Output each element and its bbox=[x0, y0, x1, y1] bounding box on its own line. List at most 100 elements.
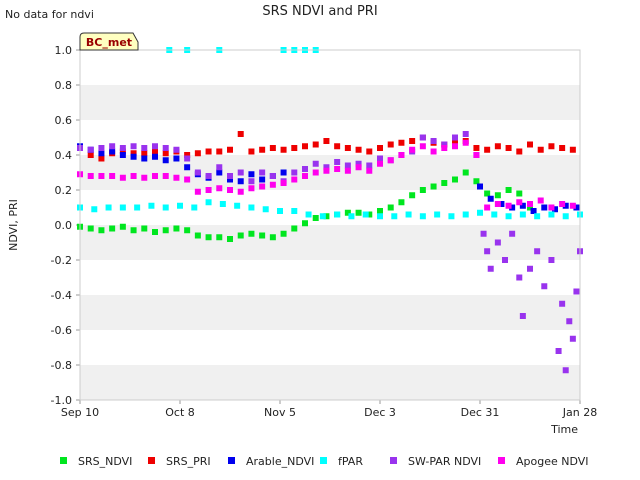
data-point bbox=[237, 178, 244, 185]
data-point bbox=[452, 134, 458, 141]
data-point bbox=[119, 145, 126, 151]
data-point bbox=[484, 190, 491, 197]
data-point bbox=[509, 230, 516, 237]
data-point bbox=[205, 199, 212, 206]
data-point bbox=[173, 225, 180, 232]
data-point bbox=[237, 131, 244, 137]
data-point bbox=[259, 146, 266, 153]
data-point bbox=[548, 257, 555, 263]
data-point bbox=[98, 150, 105, 157]
no-data-note: No data for ndvi bbox=[5, 8, 94, 21]
data-point bbox=[462, 211, 469, 218]
data-point bbox=[498, 201, 505, 207]
data-point bbox=[259, 176, 266, 183]
data-point bbox=[205, 187, 212, 193]
data-point bbox=[419, 134, 426, 141]
data-point bbox=[355, 209, 362, 216]
chart-title: SRS NDVI and PRI bbox=[262, 4, 377, 19]
data-point bbox=[494, 143, 501, 150]
data-point bbox=[494, 192, 501, 199]
data-point bbox=[216, 185, 223, 192]
data-point bbox=[409, 138, 416, 144]
data-point bbox=[516, 190, 523, 197]
data-point bbox=[448, 213, 455, 220]
data-point bbox=[441, 141, 448, 148]
data-point bbox=[302, 173, 308, 179]
data-point bbox=[291, 225, 298, 232]
data-point bbox=[530, 208, 537, 214]
data-point bbox=[269, 234, 276, 241]
data-point bbox=[452, 176, 458, 183]
data-point bbox=[302, 166, 308, 172]
data-point bbox=[162, 173, 169, 179]
data-point bbox=[494, 239, 501, 246]
data-point bbox=[569, 202, 576, 209]
data-point bbox=[237, 169, 244, 176]
data-point bbox=[534, 248, 541, 255]
data-point bbox=[194, 150, 201, 157]
data-point bbox=[148, 202, 155, 209]
grid-band bbox=[80, 295, 580, 330]
y-tick-label: 1.0 bbox=[55, 44, 73, 57]
data-point bbox=[516, 199, 523, 206]
data-point bbox=[87, 146, 94, 153]
data-point bbox=[87, 152, 94, 158]
grid-bands bbox=[80, 50, 580, 400]
legend: SRS_NDVI SRS_PRI Arable_NDVI fPAR SW-PAR NDV… bbox=[60, 455, 589, 468]
y-tick-label: -0.4 bbox=[51, 289, 72, 302]
data-point bbox=[366, 162, 373, 169]
data-point bbox=[141, 155, 148, 162]
data-point bbox=[573, 288, 580, 295]
data-point bbox=[516, 274, 523, 281]
data-point bbox=[477, 183, 483, 190]
data-point bbox=[291, 145, 298, 151]
data-point bbox=[184, 176, 191, 183]
data-point bbox=[527, 141, 533, 148]
x-tick-label: Oct 8 bbox=[165, 406, 195, 419]
data-point bbox=[191, 204, 198, 211]
x-tick-label: Jan 28 bbox=[562, 406, 597, 419]
data-point bbox=[119, 148, 126, 155]
data-point bbox=[98, 145, 105, 151]
data-point bbox=[362, 211, 369, 218]
data-point bbox=[280, 146, 287, 153]
x-axis-label: Time bbox=[550, 423, 578, 436]
data-point bbox=[434, 211, 441, 218]
data-point bbox=[173, 155, 180, 162]
data-point bbox=[573, 204, 580, 211]
data-point bbox=[387, 157, 394, 164]
data-point bbox=[130, 150, 137, 157]
series-srs-ndvi bbox=[77, 169, 533, 242]
data-point bbox=[162, 150, 169, 157]
legend-label: Arable_NDVI bbox=[246, 455, 314, 468]
badge-label: BC_met bbox=[86, 36, 132, 49]
data-point bbox=[291, 169, 298, 176]
data-point bbox=[398, 152, 405, 158]
x-tick-label: Dec 3 bbox=[364, 406, 396, 419]
data-point bbox=[119, 204, 126, 211]
legend-swatch bbox=[148, 457, 155, 464]
data-point bbox=[130, 227, 137, 234]
data-point bbox=[441, 180, 448, 186]
data-point bbox=[355, 164, 362, 171]
data-point bbox=[398, 139, 405, 146]
data-point bbox=[205, 173, 212, 179]
data-point bbox=[319, 213, 326, 220]
data-point bbox=[430, 148, 437, 155]
data-point bbox=[430, 183, 437, 190]
grid-band bbox=[80, 85, 580, 120]
x-tick-label: Nov 5 bbox=[264, 406, 296, 419]
data-point bbox=[377, 145, 383, 151]
data-point bbox=[377, 208, 383, 214]
data-point bbox=[377, 213, 383, 220]
data-point bbox=[216, 169, 223, 176]
data-point bbox=[323, 164, 330, 171]
data-point bbox=[173, 174, 180, 181]
data-point bbox=[216, 164, 223, 171]
legend-label: SW-PAR NDVI bbox=[408, 455, 481, 468]
data-point bbox=[109, 225, 116, 232]
data-point bbox=[355, 146, 362, 153]
data-point bbox=[548, 204, 555, 211]
data-point bbox=[366, 211, 373, 218]
